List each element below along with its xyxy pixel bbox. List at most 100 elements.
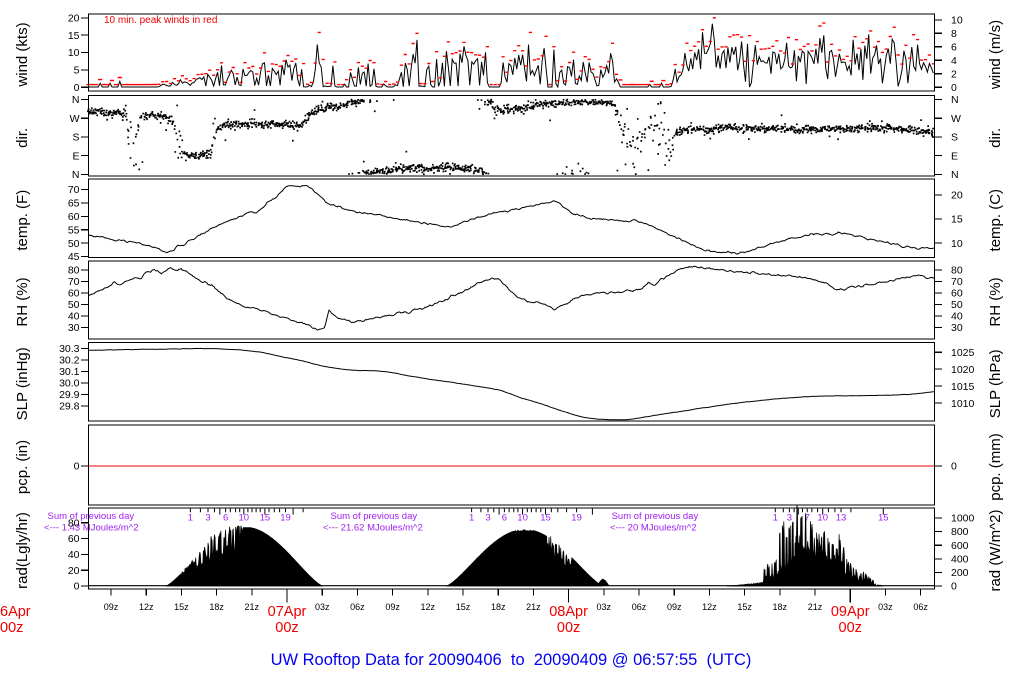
svg-text:UW Rooftop Data for 20090406: UW Rooftop Data for 20090406 to 20090409… xyxy=(271,651,752,669)
svg-text:wind (kts): wind (kts) xyxy=(14,22,31,87)
svg-text:N: N xyxy=(72,94,80,106)
svg-text:10: 10 xyxy=(951,238,963,250)
svg-text:SLP (inHg): SLP (inHg) xyxy=(14,347,31,420)
svg-text:400: 400 xyxy=(951,554,969,566)
svg-text:15z: 15z xyxy=(174,602,189,612)
svg-text:RH (%): RH (%) xyxy=(987,277,1004,326)
svg-text:00z: 00z xyxy=(275,620,298,636)
svg-text:N: N xyxy=(951,169,959,181)
svg-text:06z: 06z xyxy=(913,602,928,612)
svg-text:15: 15 xyxy=(68,30,80,42)
svg-text:6Apr: 6Apr xyxy=(0,604,31,620)
svg-text:09z: 09z xyxy=(104,602,119,612)
svg-text:60: 60 xyxy=(951,288,963,300)
svg-text:E: E xyxy=(72,150,79,162)
svg-text:pcp. (mm): pcp. (mm) xyxy=(987,433,1004,501)
svg-text:Sum of previous day: Sum of previous day xyxy=(331,511,418,522)
svg-text:30: 30 xyxy=(68,322,80,334)
svg-text:18z: 18z xyxy=(209,602,224,612)
svg-text:19: 19 xyxy=(571,513,582,524)
svg-text:10: 10 xyxy=(239,513,250,524)
svg-text:50: 50 xyxy=(68,238,80,250)
svg-text:8: 8 xyxy=(951,28,957,40)
svg-text:19: 19 xyxy=(280,513,291,524)
svg-text:30.3: 30.3 xyxy=(59,343,80,355)
svg-text:06z: 06z xyxy=(350,602,365,612)
svg-text:<--- 1.43 MJoules/m^2: <--- 1.43 MJoules/m^2 xyxy=(44,523,138,534)
svg-text:<--- 21.62 MJoules/m^2: <--- 21.62 MJoules/m^2 xyxy=(323,523,423,534)
svg-text:10 min. peak winds in red: 10 min. peak winds in red xyxy=(104,15,217,26)
svg-text:S: S xyxy=(72,132,79,144)
svg-text:Sum of previous day: Sum of previous day xyxy=(612,511,699,522)
svg-text:50: 50 xyxy=(68,299,80,311)
svg-text:15z: 15z xyxy=(737,602,752,612)
svg-text:SLP (hPa): SLP (hPa) xyxy=(987,349,1004,418)
svg-text:07Apr: 07Apr xyxy=(268,604,307,620)
svg-text:09Apr: 09Apr xyxy=(831,604,870,620)
svg-text:200: 200 xyxy=(951,567,969,579)
svg-text:10: 10 xyxy=(817,513,828,524)
svg-text:dir.: dir. xyxy=(14,128,31,148)
svg-text:40: 40 xyxy=(68,549,80,561)
svg-text:15: 15 xyxy=(260,513,271,524)
svg-text:12z: 12z xyxy=(139,602,154,612)
svg-text:21z: 21z xyxy=(245,602,260,612)
svg-text:30.0: 30.0 xyxy=(59,378,80,390)
svg-text:pcp. (in): pcp. (in) xyxy=(14,440,31,494)
svg-text:600: 600 xyxy=(951,540,969,552)
svg-text:20: 20 xyxy=(68,13,80,25)
svg-text:70: 70 xyxy=(68,276,80,288)
svg-text:80: 80 xyxy=(68,517,80,529)
svg-text:10: 10 xyxy=(951,14,963,26)
svg-text:2: 2 xyxy=(951,68,957,80)
svg-text:6: 6 xyxy=(951,41,957,53)
svg-text:60: 60 xyxy=(68,533,80,545)
svg-text:12z: 12z xyxy=(421,602,436,612)
svg-text:0: 0 xyxy=(74,581,80,593)
svg-text:10: 10 xyxy=(517,513,528,524)
svg-text:60: 60 xyxy=(68,288,80,300)
svg-text:29.9: 29.9 xyxy=(59,389,80,401)
svg-text:21z: 21z xyxy=(526,602,541,612)
svg-text:N: N xyxy=(951,94,959,106)
svg-text:00z: 00z xyxy=(0,620,23,636)
svg-text:03z: 03z xyxy=(878,602,893,612)
svg-text:1025: 1025 xyxy=(951,347,975,359)
svg-text:wind (m/s): wind (m/s) xyxy=(987,20,1004,90)
svg-text:15: 15 xyxy=(951,214,963,226)
svg-text:1010: 1010 xyxy=(951,398,975,410)
svg-text:70: 70 xyxy=(68,184,80,196)
svg-text:1020: 1020 xyxy=(951,364,975,376)
svg-text:15: 15 xyxy=(540,513,551,524)
svg-text:03z: 03z xyxy=(597,602,612,612)
svg-text:W: W xyxy=(70,113,80,125)
svg-text:80: 80 xyxy=(951,265,963,277)
svg-text:7: 7 xyxy=(805,513,810,524)
svg-text:RH (%): RH (%) xyxy=(14,277,31,326)
svg-text:30.1: 30.1 xyxy=(59,366,80,378)
svg-text:21z: 21z xyxy=(808,602,823,612)
svg-text:E: E xyxy=(951,150,958,162)
svg-text:40: 40 xyxy=(68,311,80,323)
svg-text:50: 50 xyxy=(951,299,963,311)
svg-text:80: 80 xyxy=(68,265,80,277)
svg-text:rad(Lgly/hr): rad(Lgly/hr) xyxy=(14,512,31,589)
svg-text:13: 13 xyxy=(836,513,847,524)
svg-text:5: 5 xyxy=(74,65,80,77)
svg-text:0: 0 xyxy=(74,461,80,473)
svg-text:40: 40 xyxy=(951,311,963,323)
svg-text:3: 3 xyxy=(485,513,490,524)
svg-text:1015: 1015 xyxy=(951,381,975,393)
svg-text:20: 20 xyxy=(68,565,80,577)
svg-text:00z: 00z xyxy=(839,620,862,636)
svg-text:temp. (C): temp. (C) xyxy=(987,189,1004,252)
svg-text:70: 70 xyxy=(951,276,963,288)
svg-text:60: 60 xyxy=(68,211,80,223)
svg-text:W: W xyxy=(951,113,961,125)
svg-text:S: S xyxy=(951,132,958,144)
svg-text:06z: 06z xyxy=(632,602,647,612)
svg-text:1: 1 xyxy=(469,513,474,524)
svg-text:55: 55 xyxy=(68,224,80,236)
svg-text:20: 20 xyxy=(951,190,963,202)
svg-text:18z: 18z xyxy=(773,602,788,612)
